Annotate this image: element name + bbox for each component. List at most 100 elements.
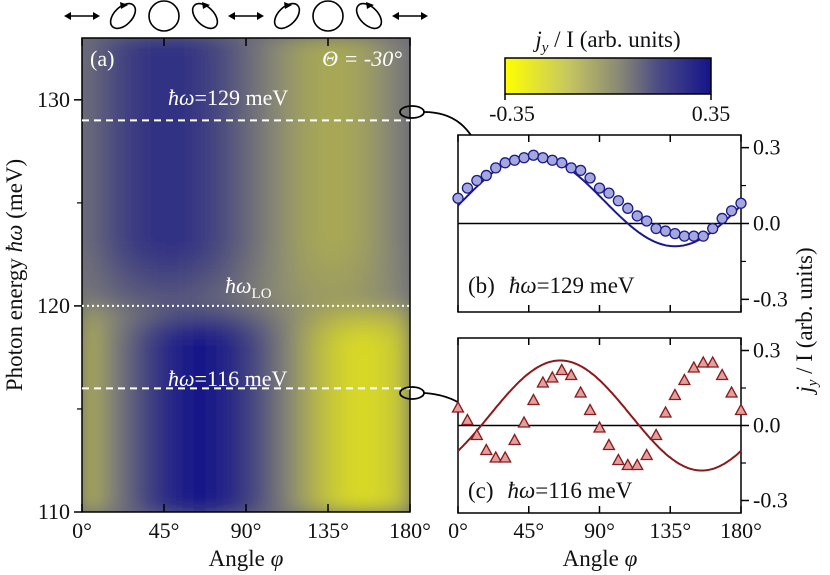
heatmap-cell [281,88,293,101]
heatmap-cell [99,459,111,472]
panel-b-data-point [669,227,681,240]
heatmap-cell [399,181,410,194]
heatmap-cell [372,490,384,503]
heatmap-cell [372,387,384,400]
heatmap-cell [217,346,229,359]
heatmap-cell [354,98,366,112]
heatmap-cell [226,490,238,503]
heatmap-cell [327,191,339,204]
heatmap-cell [254,47,266,60]
heatmap-cell [117,140,129,153]
ylabel-suffix: (meV) [2,159,27,225]
heatmap-cell [327,438,339,452]
heatmap-cell [263,377,275,390]
heatmap-cell [82,387,93,400]
heatmap-cell [354,356,366,369]
heatmap-cell [336,212,348,225]
heatmap-cell [308,469,320,483]
heatmap-cell [372,129,384,143]
heatmap-cell [363,294,375,307]
heatmap-cell [172,253,184,266]
panel-b-ticks: 0.30.0-0.3 [457,135,788,312]
heatmap-cell [263,284,275,297]
heatmap-cell [372,397,384,410]
heatmap-cell [272,38,284,50]
heatmap-cell [144,243,156,256]
heatmap-cell [254,469,266,483]
heatmap-cell [281,335,293,349]
heatmap-cell [390,78,402,91]
heatmap-cell [317,397,329,410]
heatmap-cell [245,109,257,122]
heatmap-cell [226,500,238,512]
elliptical-polarization-icon [355,2,383,30]
panel-c-label-symbol: ħω [508,478,536,503]
heatmap-cell [135,38,147,50]
heatmap-cell [235,201,247,215]
heatmap-cell [317,88,329,101]
heatmap-cell [290,109,302,122]
heatmap-cell [281,47,293,60]
heatmap-cell [135,469,147,483]
heatmap-cell [90,47,102,60]
heatmap-cell [82,212,93,225]
heatmap-cell [144,150,156,163]
heatmap-cell [272,181,284,194]
heatmap-cell [272,459,284,472]
heatmap-cell [345,57,357,70]
heatmap-cell [263,212,275,225]
panel-c-xlabel-prefix: Angle [563,546,625,571]
heatmap-cell [181,232,193,246]
heatmap-cell [82,304,93,318]
heatmap-cell [153,356,165,369]
heatmap-cell [299,212,311,225]
heatmap-cell [317,274,329,287]
heatmap-cell [399,98,410,112]
heatmap-cell [327,78,339,91]
heatmap-cell [290,459,302,472]
heatmap-cell [254,191,266,204]
heatmap-cell [117,480,129,493]
heatmap-cell [345,253,357,266]
heatmap-cell [108,212,120,225]
panel-b-data-point [707,222,719,235]
heatmap-cell [217,366,229,380]
heatmap-cell [90,407,102,421]
heatmap-cell [254,407,266,421]
heatmap-cell [226,397,238,410]
heatmap-cell [226,201,238,215]
heatmap-cell [181,222,193,235]
heatmap-cell [153,98,165,112]
heatmap-cell [135,377,147,390]
heatmap-cell [82,170,93,184]
panel-c-data-point [564,368,578,381]
heatmap-cell [82,47,93,60]
heatmap-cell [245,356,257,369]
heatmap-cell [163,387,175,400]
heatmap-cell [90,294,102,307]
heatmap-cell [290,191,302,204]
heatmap-cell [345,191,357,204]
heatmap-cell [336,78,348,91]
heatmap-cell [363,490,375,503]
heatmap-cell [354,377,366,390]
heatmap-cell [126,263,138,276]
heatmap-cell [299,418,311,431]
heatmap-cell [245,397,257,410]
heatmap-cell [245,170,257,184]
heatmap-cell [99,212,111,225]
heatmap-cell [354,47,366,60]
heatmap-cell [381,253,393,266]
heatmap-cell [345,47,357,60]
heatmap-cell [99,397,111,410]
heatmap-cell [163,449,175,462]
panel-c-data-point [677,373,691,386]
heatmap-cell [354,366,366,380]
heatmap-cell [90,170,102,184]
heatmap-cell [82,119,93,132]
heatmap-cell [235,212,247,225]
heatmap-cell [108,449,120,462]
heatmap-cell [363,78,375,91]
heatmap-cell [254,129,266,143]
heatmap-cell [226,335,238,349]
